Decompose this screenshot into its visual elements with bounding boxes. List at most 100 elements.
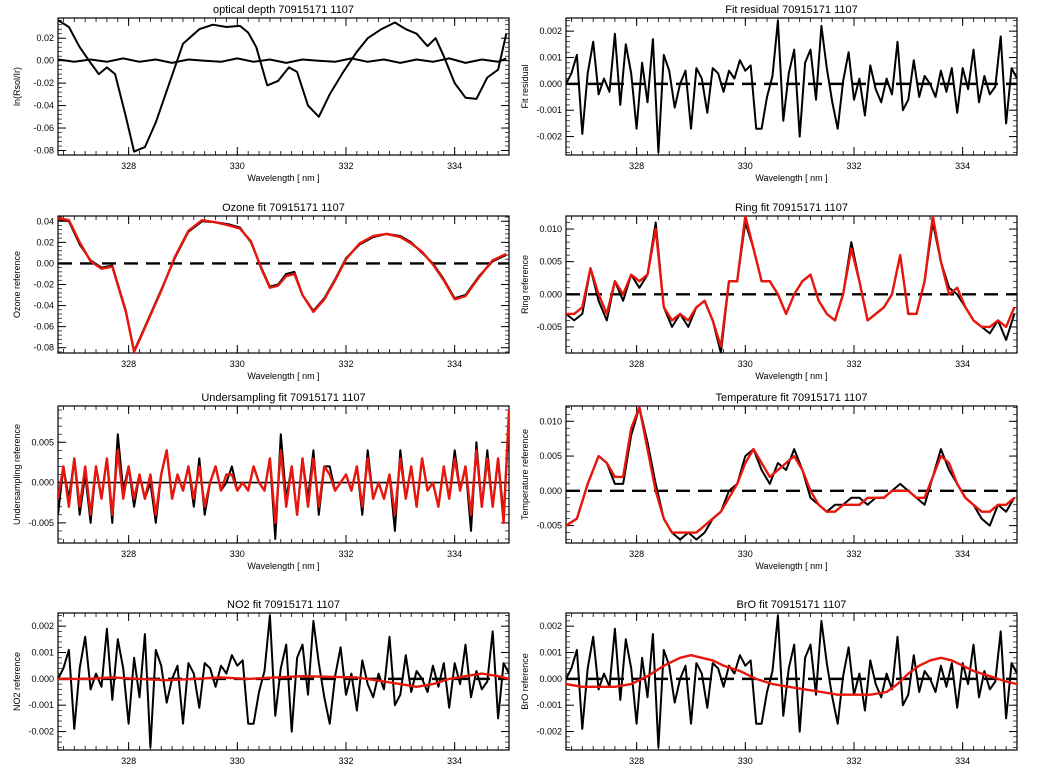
series-group: [566, 216, 1016, 353]
y-tick-label: -0.02: [33, 280, 54, 290]
fitted-series-line: [58, 216, 507, 353]
measured-series-line: [58, 19, 508, 153]
chart-panel: optical depth 70915171 1107 328 330 332 334 0…: [12, 4, 510, 183]
chart-title: Undersampling fit 70915171 1107: [201, 392, 365, 404]
y-tick-label: 0.000: [539, 486, 562, 496]
chart-panel: Ring fit 70915171 1107 328 330 332 334 0.010 0…: [520, 202, 1018, 381]
fitted-series-line: [566, 654, 1017, 696]
y-tick-label: 0.001: [539, 53, 562, 63]
x-tick-label: 330: [738, 549, 753, 559]
series-group: [58, 19, 508, 153]
x-tick-label: 334: [447, 549, 462, 559]
series-group: [58, 409, 509, 540]
y-tick-label: 0.000: [31, 674, 54, 684]
y-axis-label: Fit residual: [520, 64, 530, 108]
x-tick-label: 330: [230, 359, 245, 369]
x-axis-label: Wavelength [ nm ]: [247, 371, 319, 381]
y-tick-label: 0.00: [36, 258, 54, 268]
y-axis-label: BrO reference: [520, 653, 530, 710]
x-tick-label: 334: [447, 359, 462, 369]
measured-series-line: [58, 614, 509, 749]
x-axis-label: Wavelength [ nm ]: [247, 173, 319, 183]
x-tick-label: 330: [230, 549, 245, 559]
y-tick-label: -0.04: [33, 301, 54, 311]
y-tick-label: 0.02: [36, 237, 54, 247]
y-tick-label: -0.005: [536, 322, 562, 332]
x-tick-label: 328: [629, 756, 644, 765]
y-tick-label: 0.005: [539, 257, 562, 267]
y-tick-label: 0.005: [31, 437, 54, 447]
x-tick-label: 332: [338, 359, 353, 369]
x-tick-label: 334: [447, 756, 462, 765]
measured-series-line: [566, 614, 1017, 749]
y-tick-label: -0.001: [28, 700, 54, 710]
fitted-series-line: [58, 409, 509, 525]
x-tick-label: 328: [629, 549, 644, 559]
x-tick-label: 330: [230, 161, 245, 171]
y-tick-label: 0.02: [36, 33, 54, 43]
x-tick-label: 330: [230, 756, 245, 765]
x-tick-label: 334: [955, 756, 970, 765]
y-tick-label: -0.005: [28, 518, 54, 528]
x-axis-label: Wavelength [ nm ]: [755, 561, 827, 571]
x-tick-label: 334: [955, 161, 970, 171]
y-tick-label: -0.06: [33, 322, 54, 332]
y-tick-label: 0.04: [36, 216, 54, 226]
series-group: [58, 216, 507, 353]
y-tick-label: 0.010: [539, 416, 562, 426]
y-axis-label: ln(Rsol/Ir): [12, 67, 22, 106]
x-axis-label: Wavelength [ nm ]: [755, 371, 827, 381]
y-tick-label: -0.08: [33, 146, 54, 156]
x-tick-label: 328: [121, 359, 136, 369]
y-tick-label: -0.04: [33, 101, 54, 111]
fitted-series-line: [566, 406, 1016, 534]
y-tick-label: -0.001: [536, 700, 562, 710]
x-tick-label: 328: [629, 161, 644, 171]
y-axis-label: Ring reference: [520, 255, 530, 314]
y-axis-label: Temperature reference: [520, 429, 530, 520]
measured-series-line: [566, 19, 1017, 154]
y-tick-label: 0.001: [31, 648, 54, 658]
y-tick-label: -0.005: [536, 521, 562, 531]
series-group: [566, 19, 1017, 154]
y-tick-label: -0.002: [536, 727, 562, 737]
x-tick-label: 332: [846, 756, 861, 765]
chart-panel: Ozone fit 70915171 1107 328 330 332 334 0.04 0…: [12, 202, 510, 381]
y-tick-label: -0.001: [536, 105, 562, 115]
y-tick-label: -0.002: [536, 132, 562, 142]
x-tick-label: 332: [846, 161, 861, 171]
chart-panel: BrO fit 70915171 1107 328 330 332 334 0.002 0.…: [520, 599, 1018, 765]
y-axis-label: NO2 reference: [12, 652, 22, 711]
chart-title: optical depth 70915171 1107: [213, 4, 354, 16]
x-tick-label: 332: [338, 161, 353, 171]
y-tick-label: 0.002: [539, 621, 562, 631]
y-tick-label: -0.02: [33, 78, 54, 88]
x-tick-label: 334: [955, 359, 970, 369]
plot-frame: [57, 612, 510, 751]
fitted-series-line: [566, 216, 1016, 348]
y-tick-label: 0.000: [31, 478, 54, 488]
x-tick-label: 330: [738, 359, 753, 369]
series-group: [566, 406, 1016, 541]
chart-panel: Undersampling fit 70915171 1107 328 330 332…: [12, 392, 510, 571]
y-tick-label: 0.000: [539, 674, 562, 684]
x-tick-label: 334: [955, 549, 970, 559]
x-tick-label: 332: [846, 549, 861, 559]
chart-panel: Temperature fit 70915171 1107 328 330 332 33…: [520, 392, 1018, 571]
x-tick-label: 328: [121, 161, 136, 171]
x-axis-label: Wavelength [ nm ]: [247, 561, 319, 571]
series-group: [566, 614, 1017, 749]
measured-series-line: [58, 57, 507, 64]
plot-frame: [565, 215, 1018, 354]
fitted-series-line: [58, 672, 509, 688]
x-tick-label: 330: [738, 161, 753, 171]
series-group: [58, 614, 509, 749]
chart-panel: Fit residual 70915171 1107 328 330 332 334 0.…: [520, 4, 1018, 183]
plot-frame: [57, 215, 510, 354]
x-tick-label: 330: [738, 756, 753, 765]
chart-title: Temperature fit 70915171 1107: [715, 392, 867, 404]
y-tick-label: 0.000: [539, 289, 562, 299]
chart-title: Fit residual 70915171 1107: [725, 4, 858, 16]
y-tick-label: 0.010: [539, 224, 562, 234]
y-tick-label: 0.005: [539, 451, 562, 461]
